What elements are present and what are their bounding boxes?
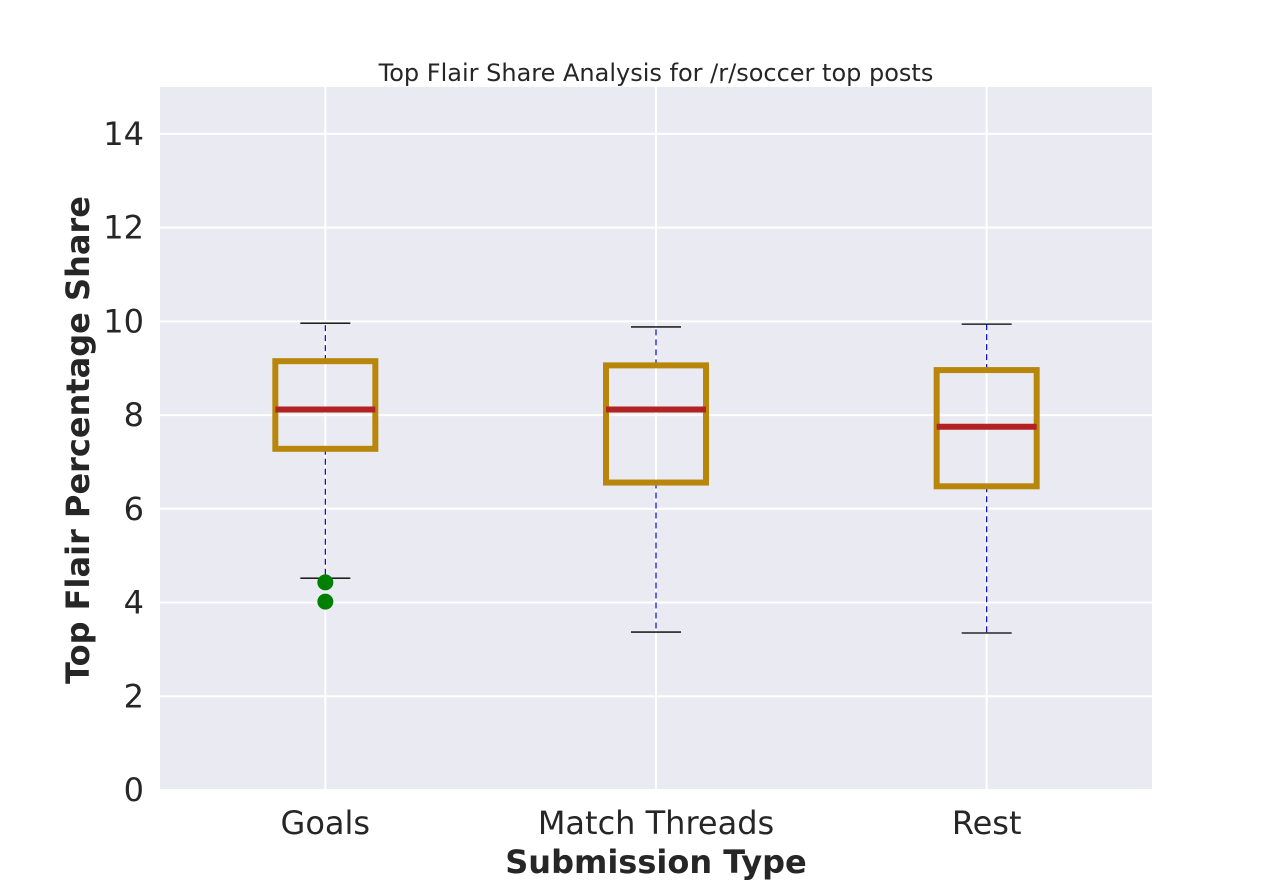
- iqr-box: [272, 358, 379, 452]
- x-tick-label: Goals: [281, 804, 371, 842]
- iqr-box: [603, 362, 709, 486]
- y-axis-label: Top Flair Percentage Share: [59, 196, 97, 684]
- x-tick-label: Rest: [952, 804, 1022, 842]
- chart-title: Top Flair Share Analysis for /r/soccer t…: [378, 59, 934, 87]
- x-axis-label: Submission Type: [505, 843, 807, 880]
- box-group-goals: [272, 322, 379, 610]
- box-layer: [272, 322, 1040, 634]
- y-tick-label: 14: [103, 115, 144, 153]
- y-tick-label: 4: [124, 584, 144, 622]
- tick-layer: 0 2 4 6 8 10 12 14 Goals Match Threads Rest: [103, 115, 1021, 842]
- y-tick-label: 12: [103, 209, 144, 247]
- y-tick-label: 0: [124, 771, 144, 809]
- y-tick-label: 10: [103, 302, 144, 340]
- box-group-match-threads: [603, 326, 709, 633]
- outlier-point: [317, 593, 334, 610]
- box-group-rest: [933, 323, 1040, 634]
- x-tick-label: Match Threads: [538, 804, 774, 842]
- y-tick-label: 2: [124, 677, 144, 715]
- outlier-point: [317, 574, 334, 591]
- y-tick-label: 8: [124, 396, 144, 434]
- y-tick-label: 6: [124, 490, 144, 528]
